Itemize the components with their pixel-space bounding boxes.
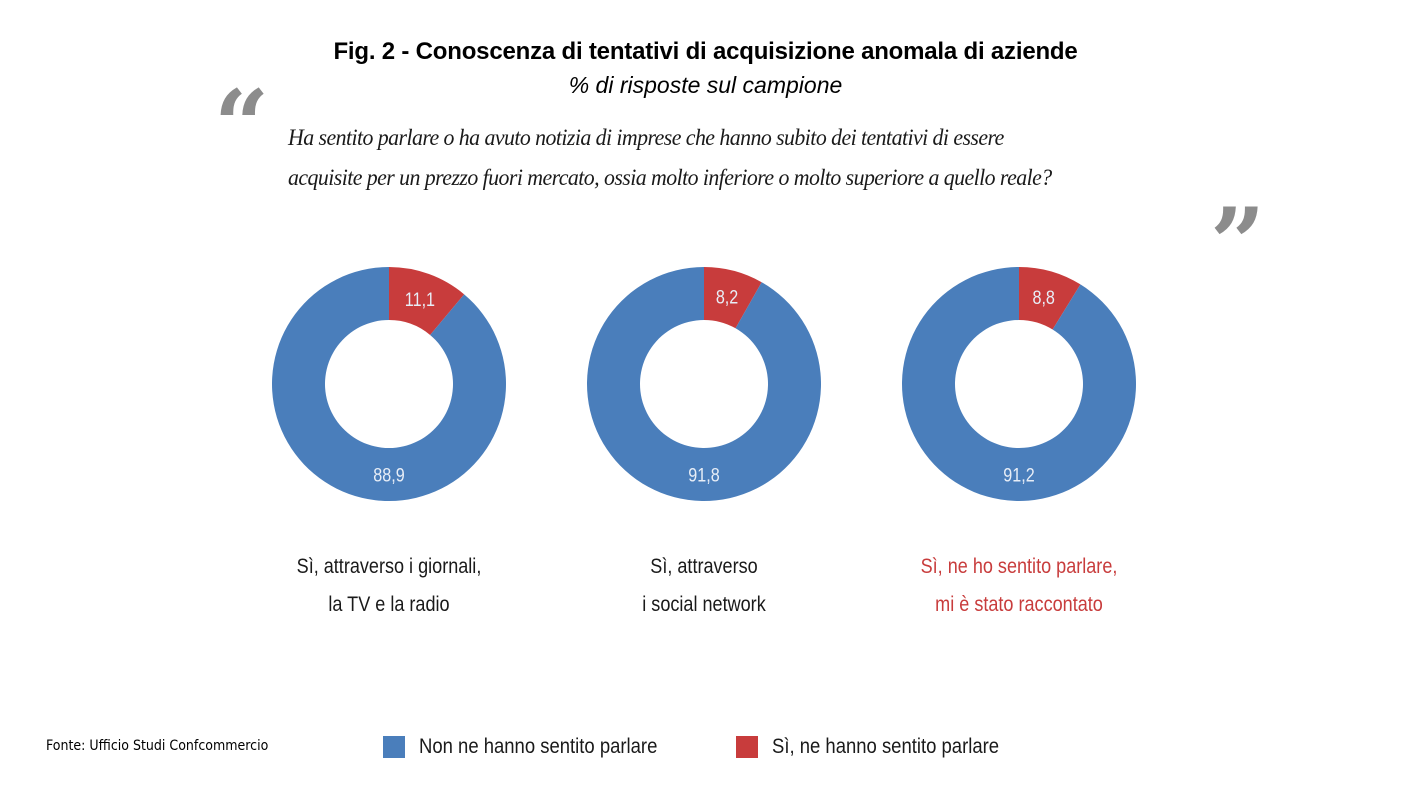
close-quote-icon: ” xyxy=(1210,187,1266,300)
legend: Non ne hanno sentito parlare Sì, ne hann… xyxy=(383,735,1076,759)
donut-slice-no xyxy=(902,266,1137,501)
value-label-no: 91,2 xyxy=(1003,464,1034,486)
donut-slice-yes xyxy=(389,267,465,335)
chart-title: Fig. 2 - Conoscenza di tentativi di acqu… xyxy=(333,38,1078,65)
category-label-line: Sì, ne ho sentito parlare, xyxy=(920,555,1118,578)
survey-question-line: Ha sentito parlare o ha avuto notizia di… xyxy=(288,125,1004,151)
value-label-no: 91,8 xyxy=(688,464,720,486)
category-label-line: la TV e la radio xyxy=(328,593,450,616)
category-label-line: Sì, attraverso i giornali, xyxy=(296,555,482,578)
legend-swatch-blue xyxy=(383,736,405,758)
value-label-yes: 8,2 xyxy=(716,286,738,308)
donut-slice-yes xyxy=(704,267,762,329)
category-label-line: Sì, attraverso xyxy=(650,555,758,578)
source-note: Fonte: Ufficio Studi Confcommercio xyxy=(46,738,269,754)
donut-slice-no xyxy=(587,267,822,502)
open-quote-icon: “ xyxy=(214,69,270,182)
legend-item-no: Non ne hanno sentito parlare xyxy=(383,735,690,759)
survey-question: Ha sentito parlare o ha avuto notizia di… xyxy=(288,118,1181,198)
value-label-no: 88,9 xyxy=(373,464,404,486)
donut-slice-no xyxy=(272,266,507,501)
chart-subtitle: % di risposte sul campione xyxy=(568,72,843,98)
legend-swatch-red xyxy=(735,736,758,758)
survey-question-line: acquisite per un prezzo fuori mercato, o… xyxy=(288,165,1052,191)
category-label-line: i social network xyxy=(642,593,766,616)
donut-slice-yes xyxy=(1019,267,1081,330)
legend-label: Non ne hanno sentito parlare xyxy=(419,735,658,758)
category-label: Sì, attraverso i social network xyxy=(575,548,833,624)
value-label-yes: 8,8 xyxy=(1032,287,1055,309)
legend-item-yes: Sì, ne hanno sentito parlare xyxy=(735,735,1030,759)
category-label-line: mi è stato raccontato xyxy=(935,593,1103,616)
legend-label: Sì, ne hanno sentito parlare xyxy=(771,735,999,758)
category-label: Sì, ne ho sentito parlare, mi è stato ra… xyxy=(890,548,1148,624)
category-label: Sì, attraverso i giornali, la TV e la ra… xyxy=(260,548,518,624)
value-label-yes: 11,1 xyxy=(405,289,435,311)
